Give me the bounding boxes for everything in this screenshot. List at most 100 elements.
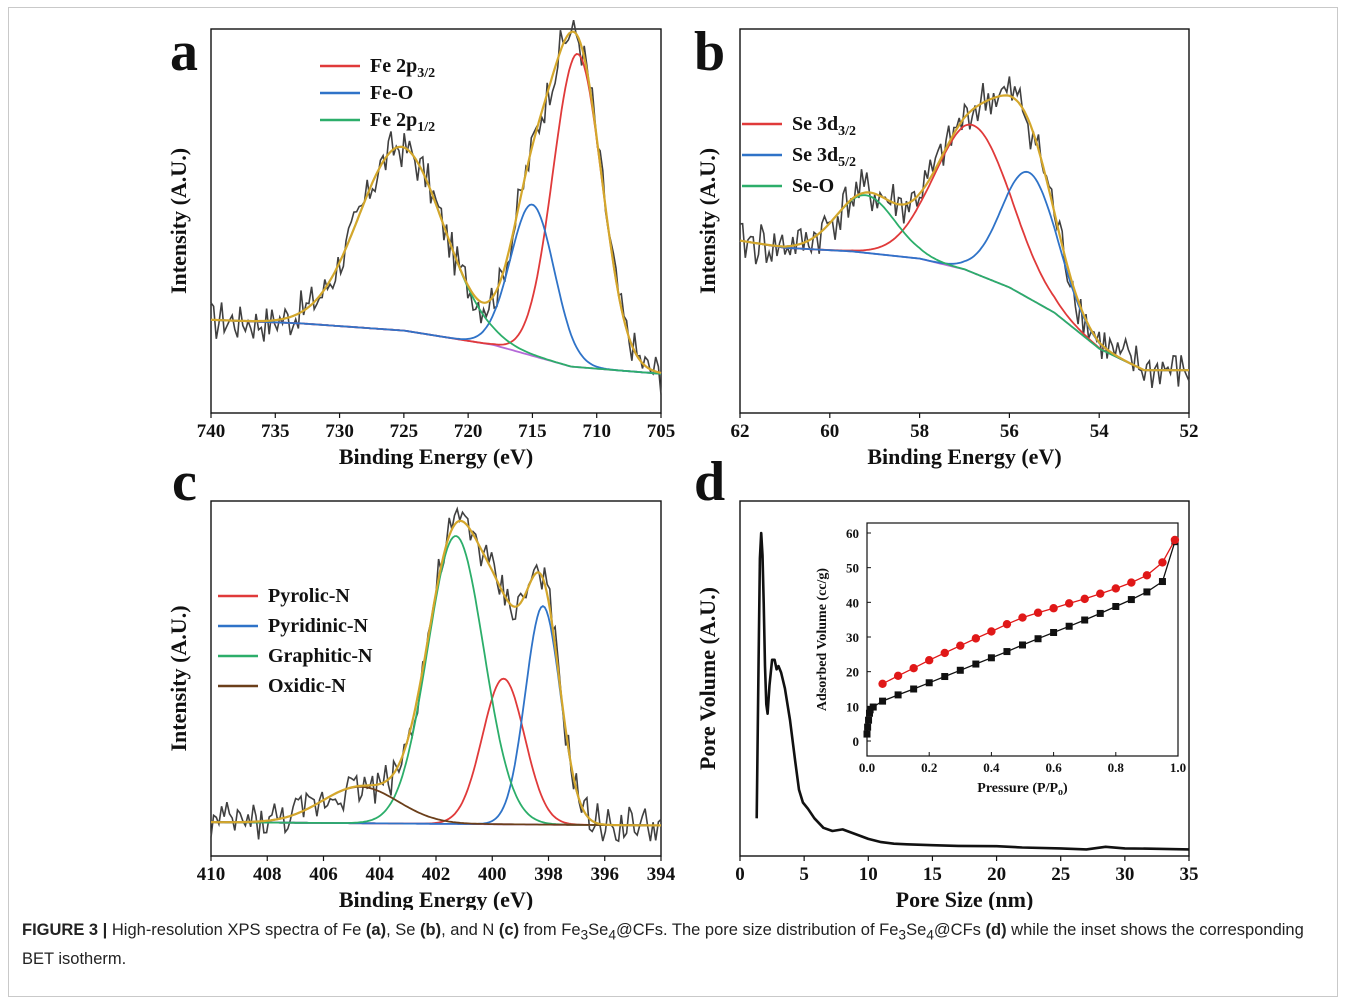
x-tick-label: 398	[534, 864, 563, 885]
x-tick-label: 58	[910, 421, 929, 442]
caption-label: FIGURE 3 |	[22, 921, 108, 939]
component-line-fe-o	[210, 203, 662, 375]
x-tick-label: 408	[253, 864, 282, 885]
caption-text: (d)	[985, 921, 1007, 939]
x-tick-label: 720	[454, 421, 483, 442]
envelope-fit-line	[210, 30, 662, 374]
caption-text: @CFs. The pore size distribution of Fe	[616, 921, 899, 939]
caption-text: @CFs	[933, 921, 986, 939]
x-tick-label: 10	[859, 864, 878, 885]
inset-frame	[866, 522, 1179, 757]
y-axis-label: Pore Volume (A.U.)	[695, 587, 720, 770]
x-tick-label: 705	[647, 421, 676, 442]
caption-text: (c)	[498, 921, 520, 939]
legend-label: Fe 2p1/2	[370, 109, 435, 135]
caption-text: (b)	[420, 921, 442, 939]
x-axis-label: Binding Energy (eV)	[867, 444, 1061, 469]
x-tick-label: 5	[799, 864, 809, 885]
adsorption-point	[865, 716, 873, 724]
desorption-point	[909, 664, 918, 673]
desorption-point	[1127, 578, 1136, 587]
legend-label: Se-O	[792, 175, 834, 197]
x-tick-label: 725	[390, 421, 419, 442]
component-line-fe-2p1-2	[210, 145, 662, 375]
adsorption-point	[972, 660, 980, 668]
component-line-pyrolic-n	[210, 677, 661, 827]
adsorption-point	[1158, 578, 1166, 586]
x-tick-label: 25	[1051, 864, 1070, 885]
x-tick-label: 30	[1115, 864, 1134, 885]
legend-label: Pyridinic-N	[268, 615, 369, 637]
desorption-point	[971, 634, 981, 643]
x-tick-label: 56	[1000, 421, 1019, 442]
adsorption-point	[894, 691, 902, 699]
desorption-point	[893, 671, 903, 681]
x-tick-label: 62	[731, 421, 750, 442]
x-tick-label: 52	[1180, 421, 1199, 442]
adsorption-point	[1065, 622, 1073, 630]
x-tick-label: 715	[518, 421, 547, 442]
figure-frame	[8, 7, 1338, 997]
envelope-fit-line	[739, 94, 1189, 372]
adsorption-point	[1127, 596, 1135, 604]
legend-label: Fe 2p3/2	[370, 55, 435, 81]
desorption-point	[878, 679, 887, 688]
adsorption-point	[1096, 609, 1104, 617]
adsorption-point	[956, 666, 964, 674]
panel-letter-d: d	[694, 451, 725, 513]
inset-y-tick-label: 30	[846, 630, 859, 645]
adsorption-line	[866, 541, 1176, 735]
raw-spectrum-line	[739, 76, 1190, 389]
caption-text: , Se	[386, 921, 421, 939]
legend-label: Pyrolic-N	[268, 585, 350, 607]
adsorption-point	[879, 697, 887, 705]
caption-text: High-resolution XPS spectra of Fe	[107, 921, 366, 939]
adsorption-point	[987, 654, 995, 662]
figure-caption: FIGURE 3 | High-resolution XPS spectra o…	[22, 918, 1322, 972]
inset-x-tick-label: 0.6	[1045, 760, 1062, 775]
inset-x-tick-label: 0.8	[1108, 760, 1125, 775]
desorption-point	[987, 627, 996, 636]
y-axis-label: Intensity (A.U.)	[166, 605, 191, 751]
desorption-point	[956, 641, 965, 650]
panel-d: 0 5 10 15 20 25 30 35 Pore Size (nm) Pore Volume …	[694, 451, 1199, 910]
desorption-point	[1049, 604, 1058, 613]
x-axis-label: Binding Energy (eV)	[339, 887, 533, 910]
desorption-point	[1096, 589, 1105, 598]
x-tick-label: 730	[325, 421, 354, 442]
desorption-point	[1142, 571, 1152, 580]
y-axis-label: Intensity (A.U.)	[695, 148, 720, 294]
plot-frame	[739, 28, 1190, 414]
x-tick-label: 406	[309, 864, 338, 885]
inset-y-tick-label: 10	[846, 699, 859, 714]
desorption-point	[925, 656, 934, 665]
panel-a: 740 735 730 725 720 715 710 705 Binding Energy (…	[166, 20, 675, 469]
panel-letter-b: b	[694, 21, 725, 83]
caption-text: 3	[898, 927, 907, 943]
inset-x-tick-label: 0.4	[983, 760, 1000, 775]
figure-canvas: 740 735 730 725 720 715 710 705 Binding Energy (…	[166, 20, 1199, 910]
desorption-point	[1111, 584, 1121, 593]
caption-text: while the inset shows the corresponding …	[22, 921, 1304, 969]
caption-text: , and N	[441, 921, 499, 939]
desorption-point	[1080, 594, 1089, 604]
inset-y-tick-label: 0	[853, 734, 860, 749]
caption-text: Se	[906, 921, 927, 939]
plot-frame	[739, 500, 1190, 857]
inset-x-tick-label: 0.0	[859, 760, 875, 775]
adsorption-point	[1034, 635, 1042, 643]
plot-frame	[210, 28, 662, 414]
x-tick-label: 396	[591, 864, 620, 885]
panel-letter-a: a	[170, 21, 198, 83]
envelope-fit-line	[211, 519, 661, 827]
adsorption-point	[925, 679, 933, 687]
caption-text: 3	[580, 927, 589, 943]
desorption-point	[1170, 535, 1180, 545]
desorption-point	[1002, 619, 1012, 629]
adsorption-point	[1112, 602, 1120, 610]
component-line-se-o	[739, 194, 1189, 372]
inset-y-tick-label: 50	[846, 561, 859, 576]
x-tick-label: 15	[923, 864, 942, 885]
x-tick-label: 20	[987, 864, 1006, 885]
caption-text: from Fe	[519, 921, 581, 939]
